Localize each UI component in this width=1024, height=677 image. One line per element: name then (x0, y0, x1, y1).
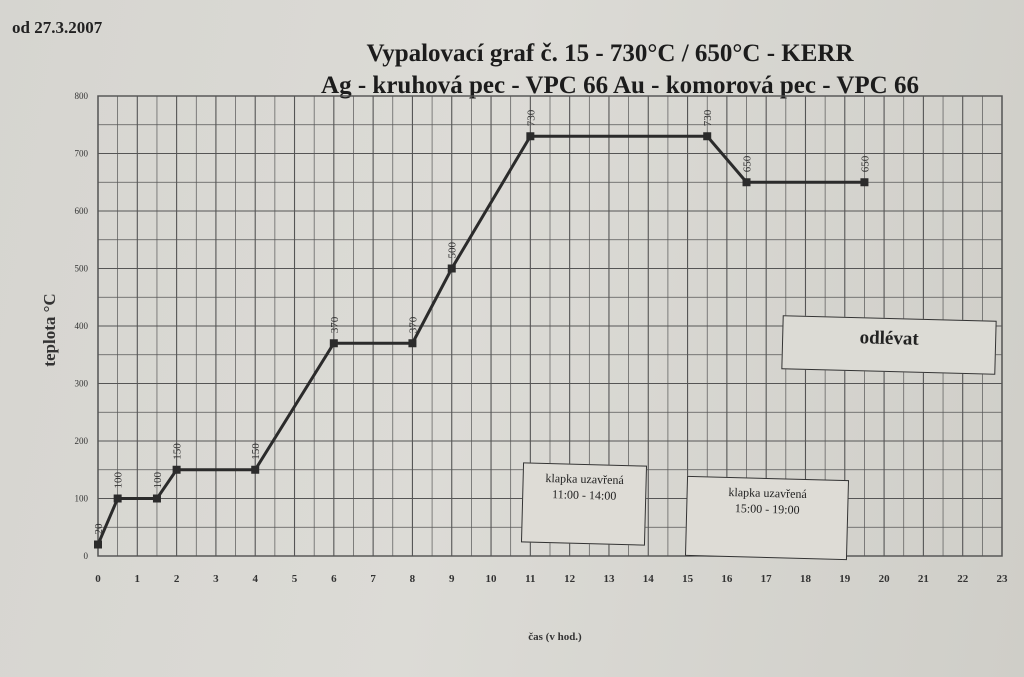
data-label: 100 (113, 472, 125, 489)
x-tick-label: 19 (839, 573, 851, 585)
data-point (172, 465, 181, 474)
x-tick-label: 14 (643, 573, 655, 585)
x-tick-label: 23 (997, 573, 1009, 585)
y-tick-label: 600 (75, 206, 89, 216)
data-label: 730 (702, 109, 714, 126)
x-tick-label: 13 (603, 573, 615, 585)
x-tick-label: 21 (918, 573, 929, 585)
data-label: 650 (742, 155, 754, 172)
x-tick-label: 3 (213, 573, 219, 585)
y-tick-label: 0 (84, 551, 89, 561)
y-tick-label: 400 (75, 321, 89, 331)
note-1-line-2: 11:00 - 14:00 (551, 487, 617, 503)
x-tick-label: 9 (449, 573, 455, 585)
y-tick-label: 800 (75, 91, 89, 101)
data-label: 370 (329, 316, 341, 333)
data-point (251, 465, 260, 474)
x-tick-label: 2 (174, 573, 180, 585)
data-point (329, 339, 338, 348)
data-point (113, 494, 122, 503)
x-tick-label: 11 (525, 573, 535, 585)
x-tick-label: 20 (879, 573, 891, 585)
y-tick-label: 200 (75, 436, 89, 446)
data-point (152, 494, 161, 503)
data-point (447, 264, 456, 273)
y-tick-label: 700 (75, 149, 89, 159)
data-label: 20 (93, 523, 105, 535)
y-tick-label: 100 (75, 494, 89, 504)
data-label: 150 (250, 443, 262, 460)
data-label: 370 (407, 316, 419, 333)
x-tick-label: 4 (252, 573, 258, 585)
x-tick-label: 18 (800, 573, 812, 585)
x-tick-label: 6 (331, 573, 337, 585)
x-tick-label: 1 (135, 573, 141, 585)
page-date: od 27.3.2007 (12, 18, 103, 37)
data-points (94, 132, 869, 549)
x-tick-label: 8 (410, 573, 416, 585)
x-tick-label: 0 (95, 573, 101, 585)
y-axis-label: teplota °C (40, 293, 59, 366)
data-label: 650 (859, 155, 871, 172)
note-2-line-2: 15:00 - 19:00 (734, 501, 800, 517)
x-tick-label: 10 (486, 573, 498, 585)
data-point (408, 339, 417, 348)
flap-closed-note-1: klapka uzavřená 11:00 - 14:00 (520, 462, 648, 546)
data-point (860, 178, 869, 187)
casting-note: odlévat (781, 315, 997, 375)
y-tick-labels: 0 100 200 300 400 500 600 700 800 (75, 91, 89, 561)
x-tick-label: 5 (292, 573, 298, 585)
x-tick-label: 7 (370, 573, 376, 585)
x-tick-labels: 0 1 2 3 4 5 6 7 8 9 10 11 12 13 14 15 16 17 18 19 20 21 22 23 (95, 573, 1008, 585)
x-tick-label: 17 (761, 573, 773, 585)
chart-title: Vypalovací graf č. 15 - 730°C / 650°C - … (366, 40, 854, 67)
data-point (703, 132, 712, 141)
y-tick-label: 300 (75, 379, 89, 389)
data-point (526, 132, 535, 141)
x-axis-label: čas (v hod.) (528, 631, 582, 643)
data-labels: 20 100 100 150 150 370 370 500 730 730 650 650 (93, 109, 871, 534)
series-line (96, 134, 865, 546)
x-tick-label: 22 (957, 573, 969, 585)
series-line-group (96, 134, 865, 546)
chart-subtitle: Ag - kruhová pec - VPC 66 Au - komorová … (321, 72, 919, 99)
x-tick-label: 16 (721, 573, 733, 585)
data-point (94, 540, 102, 549)
data-label: 150 (172, 443, 184, 460)
x-tick-label: 15 (682, 573, 694, 585)
data-label: 100 (152, 472, 164, 489)
x-tick-label: 12 (564, 573, 576, 585)
flap-closed-note-2: klapka uzavřená 15:00 - 19:00 (684, 475, 850, 561)
data-label: 730 (525, 109, 537, 126)
data-label: 500 (447, 242, 459, 259)
y-tick-label: 500 (75, 264, 89, 274)
data-point (742, 178, 751, 187)
